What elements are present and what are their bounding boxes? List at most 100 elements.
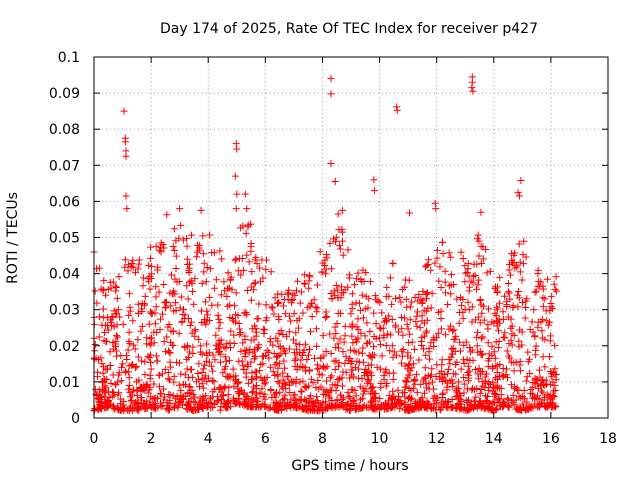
data-point [222,357,230,365]
data-point [372,320,380,328]
data-point [499,365,507,373]
data-point [537,381,545,389]
data-point [534,282,542,290]
data-point [389,387,397,395]
data-point [439,390,447,398]
data-point [514,303,522,311]
data-point [382,366,390,374]
data-point [287,317,295,325]
data-point [231,172,239,180]
data-point [517,406,525,414]
data-point [181,371,189,379]
data-point [243,251,251,259]
data-point [134,353,142,361]
data-point [252,390,260,398]
data-point [137,384,145,392]
data-point [464,369,472,377]
data-point [508,341,516,349]
data-point [539,285,547,293]
data-point [260,330,268,338]
data-point [262,379,270,387]
data-point [132,363,140,371]
data-point [336,245,344,253]
data-point [548,373,556,381]
data-point [279,384,287,392]
data-point [213,398,221,406]
data-point [427,266,435,274]
data-point [323,313,331,321]
data-point [338,283,346,291]
data-point [323,254,331,262]
data-point [200,395,208,403]
data-point [183,342,191,350]
data-point [550,392,558,400]
data-point [272,334,280,342]
data-point [141,405,149,413]
data-point [547,300,555,308]
data-point [237,347,245,355]
data-point [158,370,166,378]
data-point [100,277,108,285]
data-point [240,365,248,373]
data-point [356,396,364,404]
data-point [465,374,473,382]
data-point [209,376,217,384]
data-point [159,385,167,393]
data-point [193,248,201,256]
data-point [167,302,175,310]
data-point [96,392,104,400]
data-point [262,301,270,309]
data-point [355,365,363,373]
data-point [281,310,289,318]
data-point [267,385,275,393]
data-point [539,294,547,302]
x-tick-label: 12 [428,431,446,447]
data-point [522,377,530,385]
data-point [319,259,327,267]
data-point [322,265,330,273]
data-point [475,276,483,284]
data-point [367,397,375,405]
data-point [457,347,465,355]
data-point [361,332,369,340]
data-point [100,314,108,322]
data-point [315,370,323,378]
data-point [312,325,320,333]
data-point [216,341,224,349]
data-point [157,390,165,398]
data-point [514,188,522,196]
data-point [411,380,419,388]
data-point [306,328,314,336]
data-point [276,360,284,368]
data-point [250,279,258,287]
data-point [438,238,446,246]
data-point [328,372,336,380]
data-point [250,336,258,344]
data-point [459,308,467,316]
data-point [530,306,538,314]
data-point [518,341,526,349]
data-point [504,395,512,403]
data-point [224,374,232,382]
data-point [232,399,240,407]
data-point [345,271,353,279]
data-point [439,375,447,383]
data-point [126,388,134,396]
data-point [242,229,250,237]
data-point [235,395,243,403]
data-point [229,373,237,381]
data-point [516,268,524,276]
data-point [237,271,245,279]
data-point [183,365,191,373]
data-point [331,178,339,186]
data-point [203,377,211,385]
data-point [385,369,393,377]
data-point [472,401,480,409]
data-point [431,259,439,267]
data-point [200,401,208,409]
data-point [129,361,137,369]
data-point [225,384,233,392]
data-point [263,256,271,264]
data-points [90,73,560,415]
data-point [432,205,440,213]
